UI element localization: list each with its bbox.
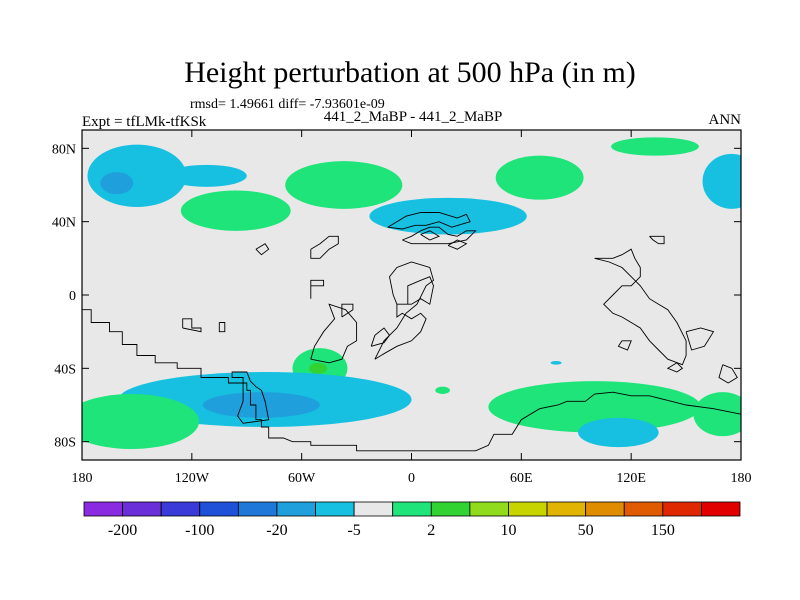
colorbar-swatch [508, 501, 548, 517]
coastline [218, 322, 226, 333]
colorbar-swatch [315, 501, 355, 517]
contour-region [578, 417, 659, 448]
contour-region [202, 392, 320, 418]
coastline [341, 303, 354, 318]
colorbar-label: -200 [108, 522, 137, 539]
coastline [255, 243, 270, 256]
stats-label: rmsd= 1.49661 diff= -7.93601e-09 [190, 97, 385, 112]
contour-region [100, 172, 134, 195]
colorbar-label: -100 [185, 522, 214, 539]
x-tick-label: 60W [288, 471, 316, 486]
colorbar-swatch [237, 501, 278, 517]
colorbar-label: -5 [347, 522, 360, 539]
colorbar-swatch [276, 501, 316, 517]
colorbar-label: 2 [427, 522, 435, 539]
coastline [649, 235, 665, 245]
colorbar-swatch [662, 501, 702, 517]
colorbar: -200 -100 -20 -5 2 10 50 150 [83, 501, 741, 539]
coastline [594, 248, 687, 366]
colorbar-swatch [701, 501, 741, 517]
colorbar-label: 50 [578, 522, 594, 539]
colorbar-swatch [469, 501, 509, 517]
colorbar-swatch [160, 501, 201, 517]
x-tick-label: 0 [408, 471, 415, 486]
coastline [310, 279, 325, 299]
colorbar-swatch [430, 501, 471, 517]
y-tick-label: 80N [52, 142, 76, 157]
x-axis-ticks: 180 120W 60W 0 60E 120E 180 [72, 130, 752, 486]
y-tick-label: 0 [69, 289, 76, 304]
contour-region [369, 197, 527, 235]
y-tick-label: 40S [54, 362, 76, 377]
coastline [374, 261, 435, 360]
colorbar-swatch [353, 501, 394, 517]
contour-region [693, 392, 741, 437]
coastline [310, 303, 358, 364]
coastline [370, 327, 391, 347]
contour-region [488, 381, 701, 433]
x-tick-label: 60E [510, 471, 533, 486]
map-plot-area: 180 120W 60W 0 60E 120E 180 80N 40N 0 40S 80S [52, 129, 752, 486]
colorbar-label: -20 [266, 522, 287, 539]
colorbar-swatch [122, 501, 162, 517]
coastline [182, 318, 202, 333]
season-label: ANN [709, 112, 742, 128]
coastline [387, 212, 471, 230]
y-tick-label: 80S [54, 436, 76, 451]
colorbar-swatch [585, 501, 625, 517]
colorbar-swatch [392, 501, 432, 517]
contour-region [495, 155, 584, 200]
contour-fills [82, 137, 741, 449]
coastline [685, 327, 715, 351]
case-label: 441_2_MaBP - 441_2_MaBP [324, 109, 503, 125]
coastline [447, 239, 468, 250]
contour-region [166, 164, 247, 187]
coastline [617, 340, 632, 351]
x-tick-label: 180 [731, 471, 752, 486]
experiment-label: Expt = tfLMk-tfKSk [82, 114, 207, 130]
chart-title: Height perturbation at 500 hPa (in m) [184, 56, 636, 89]
colorbar-swatch [199, 501, 239, 517]
x-tick-label: 120W [175, 471, 210, 486]
colorbar-swatch [546, 501, 587, 517]
colorbar-swatch [83, 501, 123, 517]
colorbar-label: 150 [651, 522, 675, 539]
coastline [420, 230, 441, 241]
contour-region [308, 362, 328, 374]
coastline [310, 235, 339, 259]
contour-region [180, 190, 291, 231]
y-axis-ticks: 80N 40N 0 40S 80S [52, 142, 741, 451]
x-tick-label: 120E [616, 471, 646, 486]
coastline [666, 362, 684, 373]
colorbar-label: 10 [500, 522, 516, 539]
coastline [231, 371, 270, 424]
contour-region [611, 137, 699, 156]
x-tick-label: 180 [72, 471, 93, 486]
coastline [82, 309, 741, 452]
y-tick-label: 40N [52, 216, 76, 231]
contour-region [435, 386, 450, 395]
colorbar-swatch [623, 501, 664, 517]
coastlines [82, 212, 741, 452]
coastline [718, 364, 738, 384]
contour-region [702, 153, 741, 209]
coastline [402, 226, 477, 245]
contour-region [82, 394, 200, 449]
contour-region [285, 161, 403, 209]
contour-region [550, 361, 562, 365]
